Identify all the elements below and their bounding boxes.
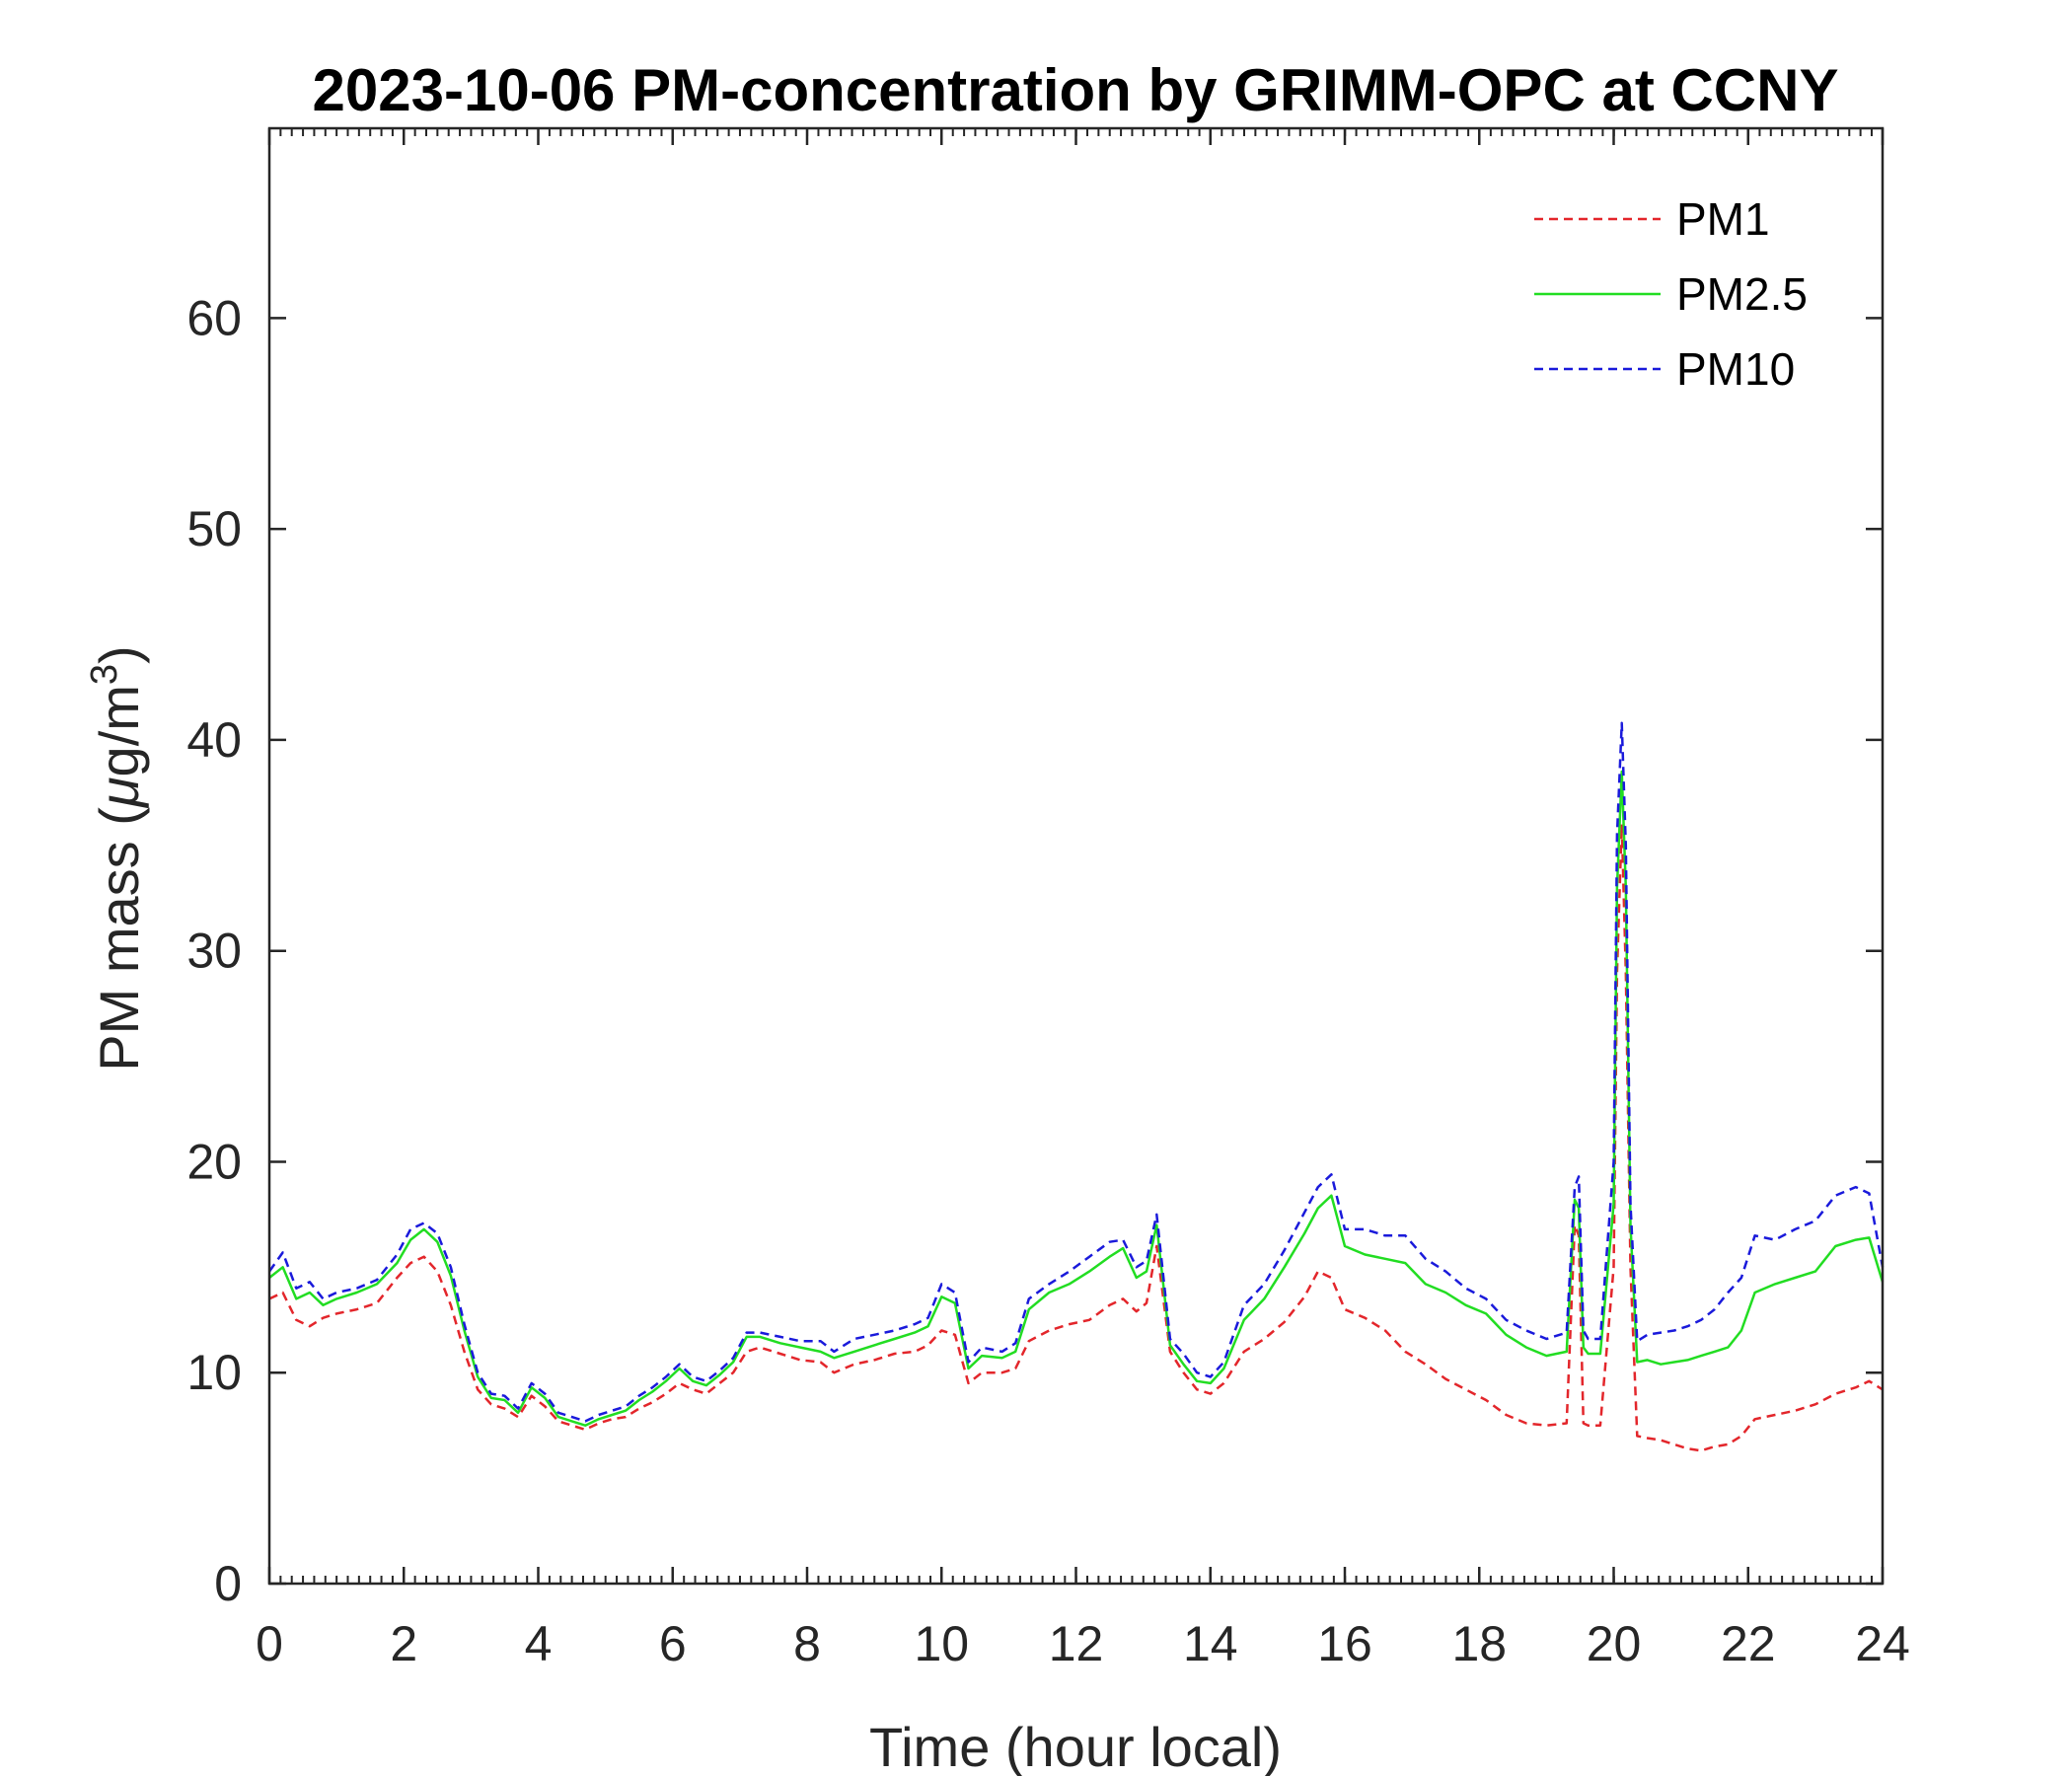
y-tick-label: 50 (186, 501, 242, 556)
x-axis-title: Time (hour local) (869, 1716, 1282, 1776)
x-tick-label: 24 (1855, 1616, 1910, 1671)
x-tick-label: 4 (525, 1616, 553, 1671)
x-tick-label: 2 (390, 1616, 417, 1671)
x-tick-label: 12 (1049, 1616, 1104, 1671)
y-axis-title-main: PM mass ( (88, 807, 150, 1072)
x-tick-label: 16 (1317, 1616, 1372, 1671)
y-axis-title-sup: 3 (84, 664, 125, 685)
minor-ticks (279, 128, 1873, 1584)
series-line-pm1 (268, 823, 1884, 1452)
x-tick-label: 8 (793, 1616, 821, 1671)
x-tick-label: 6 (659, 1616, 687, 1671)
x-tick-label: 14 (1183, 1616, 1238, 1671)
series-line-pm10 (267, 721, 1885, 1423)
x-tick-label: 10 (914, 1616, 969, 1671)
y-axis-title-mu: μ (88, 777, 150, 809)
y-tick-label: 30 (186, 924, 242, 979)
series-line-pm2-5 (268, 770, 1885, 1427)
x-tick-label: 22 (1721, 1616, 1776, 1671)
y-tick-label: 60 (186, 290, 242, 345)
series-lines (267, 721, 1885, 1452)
y-axis-title-close: ) (88, 645, 150, 664)
plot-frame (267, 126, 1885, 1586)
y-tick-labels: 0 10 20 30 40 50 60 (186, 290, 242, 1611)
legend-label-pm2-5: PM2.5 (1676, 268, 1808, 320)
legend-label-pm10: PM10 (1676, 343, 1795, 395)
y-tick-label: 20 (186, 1134, 242, 1189)
x-tick-label: 18 (1451, 1616, 1507, 1671)
x-tick-labels: 0 2 4 6 8 10 12 14 16 18 20 22 24 (256, 1616, 1910, 1671)
y-tick-label: 40 (186, 712, 242, 768)
legend: PM1 PM2.5 PM10 (1534, 193, 1808, 395)
y-axis-title: PM mass (μg/m3) (84, 645, 150, 1071)
y-tick-label: 0 (214, 1556, 242, 1611)
plot-area (269, 128, 1883, 1584)
chart-title: 2023-10-06 PM-concentration by GRIMM-OPC… (313, 57, 1839, 123)
x-tick-label: 20 (1587, 1616, 1642, 1671)
x-tick-label: 0 (256, 1616, 283, 1671)
y-tick-label: 10 (186, 1345, 242, 1400)
legend-label-pm1: PM1 (1676, 193, 1770, 245)
y-axis-title-units: g/m (88, 685, 150, 777)
